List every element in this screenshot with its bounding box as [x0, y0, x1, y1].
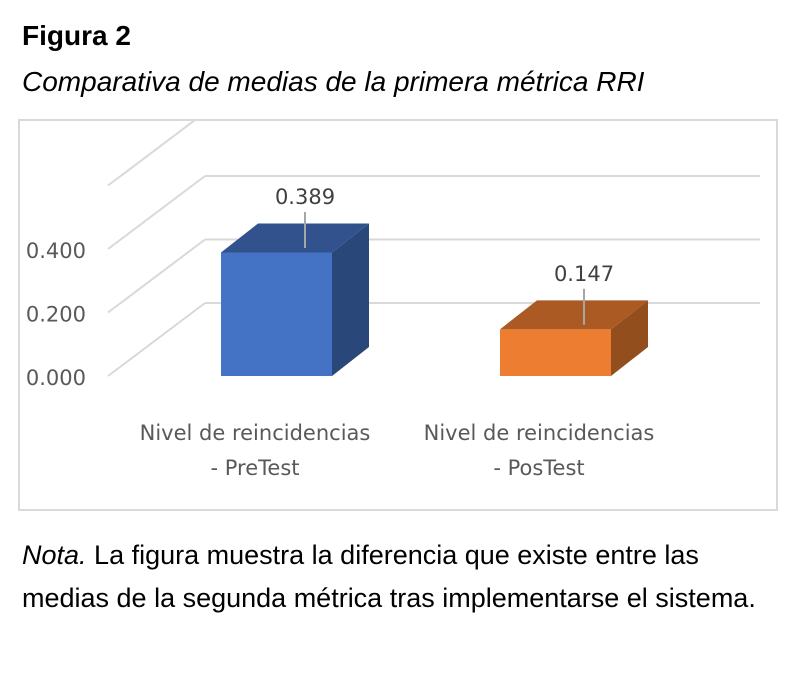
gridline-diagonal	[107, 121, 196, 187]
bar-side	[611, 300, 648, 376]
y-tick-label: 0.000	[26, 366, 86, 390]
x-tick-label: - PosTest	[493, 456, 584, 480]
bar-top	[221, 223, 369, 253]
bar	[500, 329, 611, 376]
bar	[221, 252, 332, 376]
chart-frame: 0.000 0.200 0.400 0.389 Nivel de reincidenci…	[18, 119, 778, 511]
x-tick-label: - PreTest	[211, 456, 300, 480]
bar-side	[332, 223, 369, 376]
y-tick-label: 0.400	[26, 239, 86, 263]
gridline-diagonal	[107, 238, 206, 314]
y-tick-label: 0.200	[26, 303, 86, 327]
figure-title: Comparativa de medias de la primera métr…	[22, 66, 645, 97]
x-tick-label: Nivel de reincidencias	[140, 421, 371, 445]
bar-top	[500, 300, 648, 330]
x-tick-label: Nivel de reincidencias	[424, 421, 655, 445]
note-text: La figura muestra la diferencia que exis…	[22, 540, 756, 613]
data-label: 0.147	[554, 262, 614, 286]
data-label: 0.389	[275, 185, 335, 209]
gridline-diagonal	[107, 175, 206, 250]
note-prefix: Nota.	[22, 540, 87, 570]
gridline-diagonal	[107, 302, 206, 377]
figure-note: Nota. La figura muestra la diferencia qu…	[22, 534, 792, 620]
bar-chart: 0.000 0.200 0.400 0.389 Nivel de reincidenci…	[26, 121, 760, 480]
figure-label: Figura 2	[22, 20, 131, 51]
